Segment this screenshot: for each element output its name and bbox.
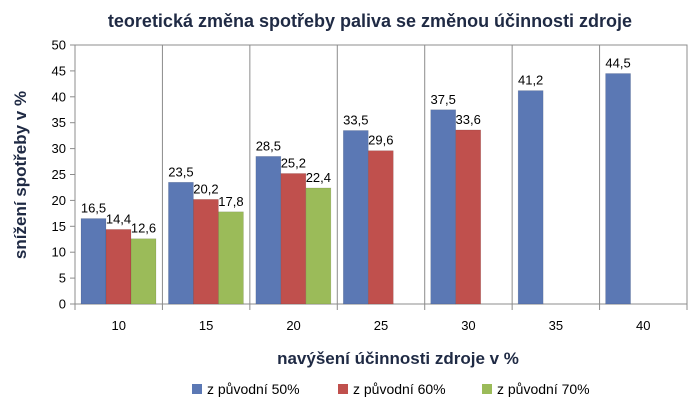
y-tick-label: 5 [59,271,66,286]
legend-label: z původní 50% [207,381,300,397]
x-tick-label: 30 [461,318,475,333]
x-tick-label: 35 [549,318,563,333]
data-label: 33,5 [343,112,368,127]
plot-area: 0 5 10 15 20 25 30 35 40 45 50 10 15 20 25 30 35 40 16,5 23… [52,38,688,333]
bar [218,211,244,305]
data-label: 41,2 [518,73,543,88]
y-tick-label: 40 [52,89,66,104]
data-label: 17,8 [218,194,243,209]
y-tick-label: 30 [52,141,66,156]
data-label: 16,5 [81,201,106,216]
x-tick-label: 10 [111,318,125,333]
chart-title: teoretická změna spotřeby paliva se změn… [108,11,632,31]
data-label: 28,5 [256,138,281,153]
y-tick-label: 0 [59,297,66,312]
y-tick-label: 15 [52,219,66,234]
data-label: 37,5 [431,92,456,107]
legend-swatch [192,384,202,394]
x-tick-label: 20 [286,318,300,333]
bar [80,218,107,305]
data-label: 12,6 [131,221,156,236]
legend: z původní 50% z původní 60% z původní 70% [192,381,590,397]
data-label: 23,5 [168,164,193,179]
legend-swatch [338,384,348,394]
bar [430,109,457,305]
bar [367,150,394,305]
x-axis-title: navýšení účinnosti zdroje v % [277,349,519,368]
bar [130,238,157,305]
bar [605,73,631,305]
data-label: 22,4 [306,170,331,185]
data-label: 33,6 [456,112,481,127]
y-tick-label: 25 [52,167,66,182]
y-tick-label: 35 [52,115,66,130]
data-label: 25,2 [281,155,306,170]
x-tick-label: 25 [374,318,388,333]
data-label: 29,6 [368,133,393,148]
y-tick-label: 20 [52,193,66,208]
x-tick-label: 15 [199,318,213,333]
bar [342,130,369,305]
y-tick-label: 50 [52,38,66,53]
data-label: 20,2 [193,181,218,196]
bar [255,156,282,305]
data-label: 44,5 [605,55,630,70]
x-tick-label: 40 [636,318,650,333]
y-tick-label: 45 [52,63,66,78]
bar [455,129,482,305]
bar [517,90,544,305]
y-tick-label: 10 [52,245,66,260]
bar [305,187,332,305]
bar [193,199,219,305]
bar [280,173,307,305]
bar [168,181,194,305]
bar [105,229,132,305]
y-axis-title: snížení spotřeby v % [11,91,30,259]
data-label: 14,4 [106,211,131,226]
legend-label: z původní 70% [497,381,590,397]
legend-label: z původní 60% [353,381,446,397]
legend-swatch [482,384,492,394]
